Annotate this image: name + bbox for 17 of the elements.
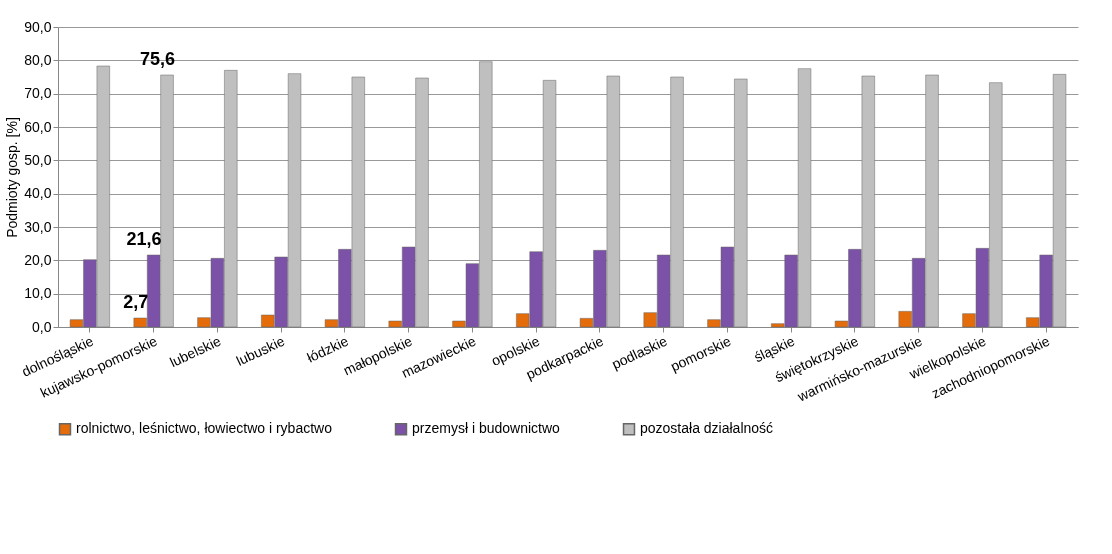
legend-label: przemysł i budownictwo bbox=[412, 420, 561, 437]
y-tick-label: 0,0 bbox=[32, 318, 52, 335]
legend-label: rolnictwo, leśnictwo, łowiectwo i rybactwo bbox=[76, 420, 333, 437]
data-label: 75,6 bbox=[140, 49, 176, 69]
y-tick-label: 40,0 bbox=[24, 185, 52, 202]
y-tick-label: 30,0 bbox=[24, 218, 52, 235]
y-tick-label: 50,0 bbox=[24, 151, 52, 168]
y-axis-title: Podmioty gosp. [%] bbox=[4, 117, 21, 238]
legend-label: pozostała działalność bbox=[640, 420, 774, 437]
y-tick-label: 20,0 bbox=[24, 251, 52, 268]
data-label: 2,7 bbox=[123, 292, 149, 312]
y-tick-label: 60,0 bbox=[24, 118, 52, 135]
y-tick-label: 10,0 bbox=[24, 285, 52, 302]
y-tick-label: 70,0 bbox=[24, 85, 52, 102]
y-tick-label: 80,0 bbox=[24, 51, 52, 68]
data-label: 21,6 bbox=[126, 229, 162, 249]
y-tick-label: 90,0 bbox=[24, 18, 52, 35]
